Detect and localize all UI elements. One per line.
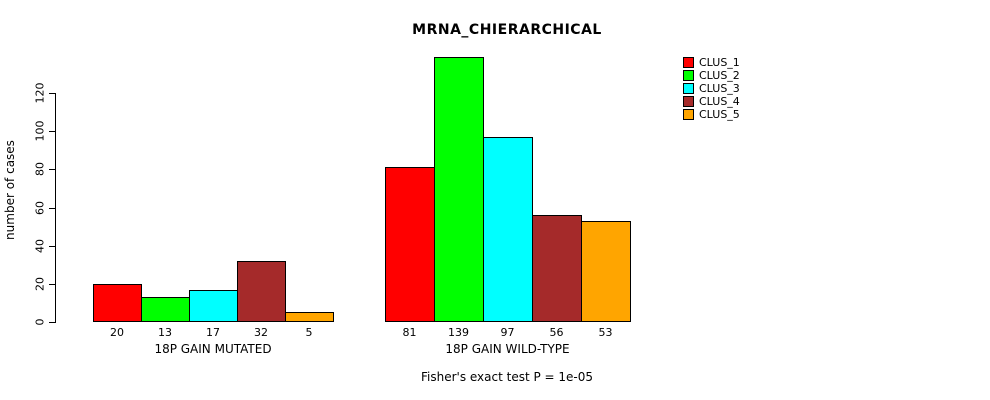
legend-color-swatch bbox=[683, 109, 694, 120]
y-axis-tick bbox=[49, 283, 55, 285]
y-axis-tick-label: 40 bbox=[33, 238, 47, 253]
bar-value-label: 56 bbox=[549, 326, 564, 339]
legend-label: CLUS_4 bbox=[699, 95, 740, 108]
y-axis-tick bbox=[49, 131, 55, 133]
bar-clus_5-group2 bbox=[581, 221, 631, 322]
bar-value-label: 139 bbox=[448, 326, 469, 339]
x-axis-group-label: 18P GAIN MUTATED bbox=[154, 342, 272, 356]
bar-value-label: 5 bbox=[305, 326, 313, 339]
y-axis-tick-label: 60 bbox=[33, 200, 47, 215]
chart-title: MRNA_CHIERARCHICAL bbox=[412, 22, 602, 38]
bar-clus_2-group2 bbox=[434, 57, 484, 322]
bar-clus_4-group2 bbox=[532, 215, 582, 322]
bar-clus_4-group1 bbox=[237, 261, 286, 322]
bar-clus_1-group2 bbox=[385, 167, 435, 322]
bar-value-label: 53 bbox=[598, 326, 613, 339]
bar-value-label: 13 bbox=[158, 326, 172, 339]
y-axis-tick-label: 80 bbox=[33, 162, 47, 177]
legend-item-clus_1: CLUS_1 bbox=[683, 56, 740, 69]
y-axis-tick bbox=[49, 207, 55, 209]
bar-clus_1-group1 bbox=[93, 284, 142, 322]
legend-color-swatch bbox=[683, 57, 694, 68]
y-axis-tick bbox=[49, 322, 55, 323]
y-axis-tick-label: 100 bbox=[33, 120, 47, 142]
legend-label: CLUS_5 bbox=[699, 108, 740, 121]
bar-value-label: 97 bbox=[500, 326, 515, 339]
y-axis-tick bbox=[49, 93, 55, 95]
y-axis-tick-label: 0 bbox=[33, 318, 47, 326]
bar-clus_2-group1 bbox=[141, 297, 190, 322]
bar-value-label: 81 bbox=[402, 326, 417, 339]
bar-value-label: 17 bbox=[206, 326, 220, 339]
y-axis-tick-label: 20 bbox=[33, 276, 47, 291]
bar-value-label: 32 bbox=[254, 326, 268, 339]
legend-item-clus_2: CLUS_2 bbox=[683, 69, 740, 82]
x-axis-group-label: 18P GAIN WILD-TYPE bbox=[445, 342, 570, 356]
bar-clus_3-group1 bbox=[189, 290, 238, 322]
legend-label: CLUS_2 bbox=[699, 69, 740, 82]
legend-color-swatch bbox=[683, 83, 694, 94]
legend-item-clus_4: CLUS_4 bbox=[683, 95, 740, 108]
y-axis-tick bbox=[49, 245, 55, 247]
legend-item-clus_5: CLUS_5 bbox=[683, 108, 740, 121]
legend-item-clus_3: CLUS_3 bbox=[683, 82, 740, 95]
y-axis-line bbox=[55, 93, 56, 323]
legend-color-swatch bbox=[683, 70, 694, 81]
bar-value-label: 20 bbox=[110, 326, 124, 339]
bar-clus_5-group1 bbox=[285, 312, 334, 322]
y-axis-tick bbox=[49, 169, 55, 171]
legend-label: CLUS_3 bbox=[699, 82, 740, 95]
y-axis-tick-label: 120 bbox=[33, 82, 47, 104]
subtitle-fisher-test: Fisher's exact test P = 1e-05 bbox=[420, 370, 594, 384]
legend: CLUS_1 CLUS_2 CLUS_3 CLUS_4 CLUS_5 bbox=[683, 56, 740, 121]
bar-clus_3-group2 bbox=[483, 137, 533, 322]
legend-color-swatch bbox=[683, 96, 694, 107]
legend-label: CLUS_1 bbox=[699, 56, 740, 69]
y-axis-label: number of cases bbox=[3, 140, 17, 240]
